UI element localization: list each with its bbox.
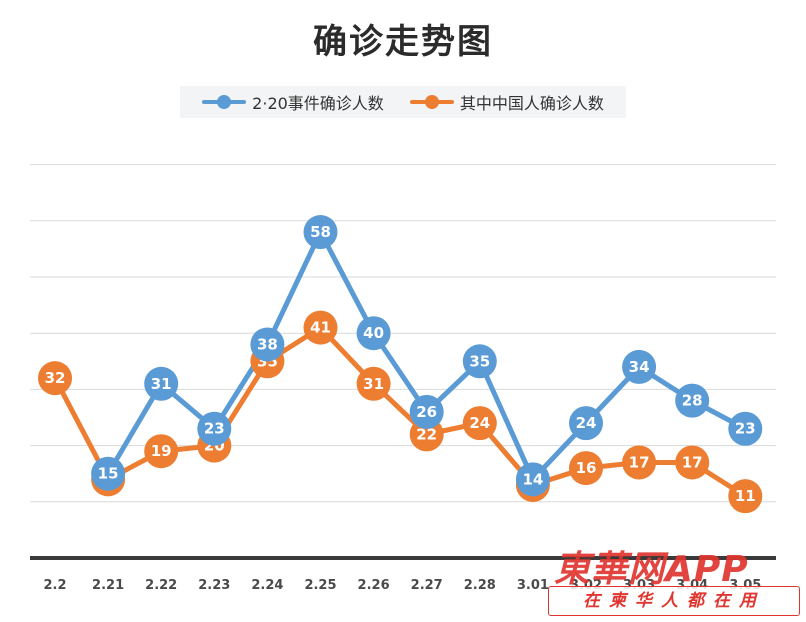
x-tick-label: 2.22 xyxy=(145,578,177,593)
data-point-series-1 xyxy=(197,411,232,446)
x-tick-label: 2.25 xyxy=(304,578,336,593)
data-point-series-1 xyxy=(250,327,285,362)
data-label-series-1: 38 xyxy=(257,335,278,353)
legend-item-series-2[interactable]: 其中中国人确诊人数 xyxy=(409,90,604,114)
watermark-brand: 東華网APP xyxy=(554,549,749,590)
data-label-series-1: 26 xyxy=(416,403,437,421)
legend-item-series-1[interactable]: 2·20事件确诊人数 xyxy=(202,90,384,114)
data-point-series-2 xyxy=(38,361,72,396)
data-label-series-1: 23 xyxy=(735,420,756,438)
data-point-series-2 xyxy=(144,434,179,469)
data-point-series-2 xyxy=(303,310,338,345)
x-tick-label: 2.23 xyxy=(198,578,230,593)
x-tick-label: 2.2 xyxy=(43,578,66,593)
x-tick-label: 3.01 xyxy=(517,578,549,593)
data-point-series-1 xyxy=(675,383,710,418)
data-point-series-1 xyxy=(91,456,126,491)
data-label-series-2: 41 xyxy=(310,319,331,337)
data-point-series-2 xyxy=(728,479,763,514)
legend-label-series-2: 其中中国人确诊人数 xyxy=(459,94,604,113)
data-point-series-2 xyxy=(356,366,391,401)
x-tick-label: 2.28 xyxy=(464,578,496,593)
data-label-series-1: 15 xyxy=(98,465,119,483)
data-point-series-2 xyxy=(462,406,497,441)
data-label-series-1: 40 xyxy=(363,324,384,342)
x-tick-label: 2.26 xyxy=(358,578,390,593)
data-point-series-1 xyxy=(409,394,444,429)
data-label-series-2: 22 xyxy=(416,425,437,443)
data-label-series-1: 31 xyxy=(151,375,172,393)
legend-label-series-1: 2·20事件确诊人数 xyxy=(252,94,384,113)
data-point-series-1 xyxy=(622,349,657,384)
x-tick-label: 2.24 xyxy=(251,578,283,593)
data-label-series-2: 16 xyxy=(576,459,597,477)
x-tick-label: 2.27 xyxy=(411,578,443,593)
data-label-series-2: 17 xyxy=(629,453,650,471)
data-point-series-1 xyxy=(462,344,497,379)
legend-swatch-blue xyxy=(202,95,247,109)
data-label-series-2: 19 xyxy=(151,442,172,460)
data-label-series-1: 58 xyxy=(310,223,331,241)
data-label-series-2: 32 xyxy=(45,369,66,387)
x-tick-label: 2.21 xyxy=(92,578,124,593)
data-point-series-2 xyxy=(569,451,603,486)
data-label-series-1: 28 xyxy=(682,392,703,410)
data-point-series-1 xyxy=(728,411,763,446)
data-point-series-1 xyxy=(356,316,391,351)
watermark-logo: 東華网APP 在柬华人都在用 xyxy=(548,540,802,618)
data-label-series-1: 14 xyxy=(522,470,543,488)
data-label-series-1: 34 xyxy=(629,358,650,376)
data-label-series-1: 35 xyxy=(469,352,490,370)
watermark-slogan: 在柬华人都在用 xyxy=(548,586,800,616)
data-point-series-1 xyxy=(515,462,550,497)
chart-title: 确诊走势图 xyxy=(313,22,493,62)
data-point-series-2 xyxy=(675,445,710,480)
data-label-series-2: 17 xyxy=(682,453,703,471)
data-label-series-2: 11 xyxy=(735,487,756,505)
data-label-series-2: 31 xyxy=(363,375,384,393)
chart-legend: 2·20事件确诊人数 其中中国人确诊人数 xyxy=(180,86,626,118)
data-point-series-1 xyxy=(303,215,338,250)
data-label-series-2: 24 xyxy=(469,414,490,432)
legend-swatch-orange xyxy=(409,95,454,109)
data-point-series-2 xyxy=(622,445,657,480)
data-point-series-1 xyxy=(569,406,603,441)
data-point-series-1 xyxy=(144,366,179,401)
data-label-series-1: 23 xyxy=(204,420,225,438)
data-label-series-1: 24 xyxy=(576,414,597,432)
